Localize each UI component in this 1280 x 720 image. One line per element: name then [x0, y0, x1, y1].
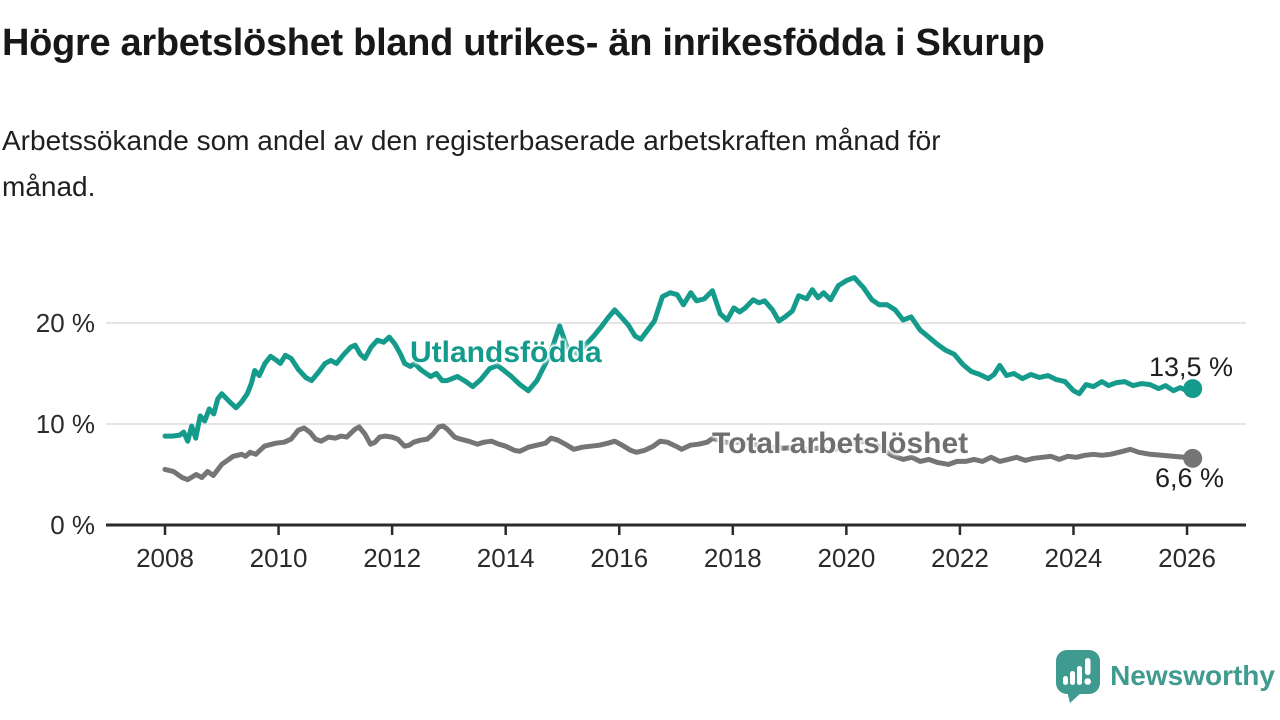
- series-label-total-arbetsloshet: Total arbetslöshet: [712, 427, 969, 460]
- series-line-1: [162, 423, 1196, 483]
- x-tick-label-2012: 2012: [363, 543, 421, 573]
- end-value-label-utlandsfodda: 13,5 %: [1148, 352, 1233, 382]
- x-tick-label-2022: 2022: [931, 543, 989, 573]
- x-tick-label-2020: 2020: [817, 543, 875, 573]
- series-line-0: [162, 275, 1196, 444]
- chart-subtitle-line-2: månad.: [2, 171, 96, 202]
- x-tick-label-2010: 2010: [250, 543, 308, 573]
- y-tick-label-10: 10 %: [36, 409, 95, 439]
- series-label-utlandsfodda: Utlandsfödda: [410, 336, 602, 369]
- end-value-label-total: 6,6 %: [1154, 463, 1224, 493]
- newsworthy-bubble-chart-icon: [1056, 649, 1101, 703]
- newsworthy-brand-text: Newsworthy: [1110, 660, 1275, 691]
- x-tick-label-2016: 2016: [590, 543, 648, 573]
- x-tick-label-2008: 2008: [136, 543, 194, 573]
- chart-subtitle: Arbetssökande som andel av den registerb…: [2, 118, 1222, 210]
- x-tick-label-2026: 2026: [1158, 543, 1216, 573]
- chart-subtitle-line-1: Arbetssökande som andel av den registerb…: [2, 125, 941, 156]
- x-tick-label-2024: 2024: [1045, 543, 1103, 573]
- y-tick-label-0: 0 %: [50, 510, 95, 540]
- x-tick-label-2018: 2018: [704, 543, 762, 573]
- x-tick-label-2014: 2014: [477, 543, 535, 573]
- y-tick-label-20: 20 %: [36, 308, 95, 338]
- page-title: Högre arbetslöshet bland utrikes- än inr…: [2, 22, 1045, 64]
- series-end-dot-0: [1183, 379, 1203, 399]
- series-end-dot-1: [1183, 448, 1203, 468]
- newsworthy-logo: Newsworthy: [1056, 648, 1275, 704]
